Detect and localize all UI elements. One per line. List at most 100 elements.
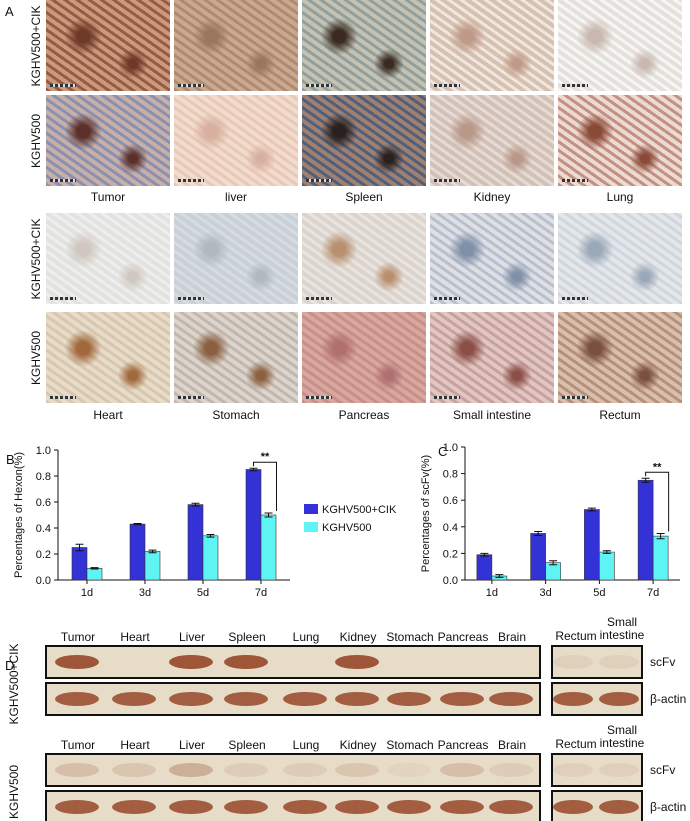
scale-bar xyxy=(562,297,588,300)
blot-band xyxy=(387,763,431,777)
row-label: KGHV500 xyxy=(7,764,21,820)
row-label: KGHV500+CIK xyxy=(29,217,43,300)
scale-bar xyxy=(562,84,588,87)
lane-label: Tumor xyxy=(60,630,96,644)
bar xyxy=(144,551,161,581)
y-tick-label: 0.8 xyxy=(36,471,51,483)
lane-label: Stomach xyxy=(386,630,434,644)
error-bar xyxy=(133,522,142,526)
blot-band xyxy=(283,655,327,669)
error-bar xyxy=(148,549,157,554)
blot-band xyxy=(553,800,593,814)
lane-label: Pancreas xyxy=(437,630,489,644)
blot-band xyxy=(112,763,156,777)
blot-band xyxy=(55,692,99,706)
blot-band xyxy=(440,692,484,706)
error-bar xyxy=(656,532,665,540)
lane-label: Rectum xyxy=(555,737,597,751)
blot-band xyxy=(489,800,533,814)
blot-band xyxy=(55,763,99,777)
bar xyxy=(652,535,669,581)
blot-strip xyxy=(551,753,643,787)
blot-band xyxy=(440,763,484,777)
blot-band xyxy=(169,763,213,777)
band-label: β-actin xyxy=(650,800,687,814)
y-axis-label: Percentages of scFv(%) xyxy=(420,455,432,572)
blot-strip xyxy=(551,682,643,716)
blot-band xyxy=(112,800,156,814)
blot-band xyxy=(283,692,327,706)
bar xyxy=(599,551,615,581)
y-tick-label: 0.2 xyxy=(36,549,51,561)
scale-bar xyxy=(306,84,332,87)
error-bar xyxy=(75,543,84,552)
tissue-label: liver xyxy=(224,190,248,204)
blot-strip xyxy=(551,790,643,821)
tissue-label: Lung xyxy=(606,190,634,204)
blot-strip xyxy=(45,645,541,679)
lane-label: Lung xyxy=(292,630,320,644)
blot-strip xyxy=(45,790,541,821)
micrograph xyxy=(430,213,554,304)
chart: 0.0 0.2 0.4 0.6 0.8 1.0 Percentages of scFv(%)… xyxy=(420,442,680,599)
legend-label: KGHV500+CIK xyxy=(322,504,397,516)
panel-label: C xyxy=(438,444,448,459)
blot-band xyxy=(599,763,639,777)
blot-band xyxy=(553,763,593,777)
bar xyxy=(86,568,103,581)
lane-label: Small intestine xyxy=(599,723,645,750)
tissue-label: Rectum xyxy=(599,408,641,422)
annotation: ** xyxy=(653,461,662,473)
bar xyxy=(476,554,493,581)
error-bar xyxy=(191,502,200,507)
scale-bar xyxy=(306,179,332,182)
scale-bar xyxy=(434,84,460,87)
panel-label: B xyxy=(6,452,15,467)
band-label: scFv xyxy=(650,655,676,669)
band-label: β-actin xyxy=(650,692,687,706)
tissue-label: Kidney xyxy=(473,190,511,204)
y-tick-label: 1.0 xyxy=(36,445,51,457)
legend-swatch xyxy=(304,504,318,514)
row-label: KGHV500+CIK xyxy=(7,643,21,725)
scale-bar xyxy=(306,297,332,300)
scale-bar xyxy=(50,297,76,300)
blot-band xyxy=(387,800,431,814)
blot-band xyxy=(224,692,268,706)
tissue-label: Spleen xyxy=(345,190,383,204)
blot-band xyxy=(440,800,484,814)
bar xyxy=(71,547,88,581)
x-tick-label: 1d xyxy=(81,587,93,599)
micrograph xyxy=(558,213,682,304)
micrograph xyxy=(46,0,170,91)
x-tick-label: 1d xyxy=(486,587,498,599)
x-tick-label: 5d xyxy=(197,587,209,599)
micrograph xyxy=(46,312,170,403)
micrograph xyxy=(558,312,682,403)
panel-label: A xyxy=(5,4,14,19)
x-tick-label: 3d xyxy=(139,587,151,599)
blot-band xyxy=(440,655,484,669)
micrograph xyxy=(46,95,170,186)
blot-band xyxy=(112,655,156,669)
y-tick-label: 0.8 xyxy=(443,469,458,481)
blot-band xyxy=(387,655,431,669)
scale-bar xyxy=(306,396,332,399)
chart: 0.0 0.2 0.4 0.6 0.8 1.0 Percentages of Hexon(%… xyxy=(13,445,290,599)
error-bar xyxy=(534,530,543,536)
blot-band xyxy=(335,763,379,777)
tissue-label: Small intestine xyxy=(452,408,532,422)
blot-band xyxy=(599,800,639,814)
bar xyxy=(245,469,262,581)
x-tick-label: 5d xyxy=(593,587,605,599)
y-tick-label: 0.6 xyxy=(36,497,51,509)
error-bar xyxy=(480,552,489,557)
y-axis-label: Percentages of Hexon(%) xyxy=(13,452,25,578)
micrograph xyxy=(430,0,554,91)
error-bar xyxy=(641,477,650,483)
x-tick-label: 7d xyxy=(255,587,267,599)
scale-bar xyxy=(178,179,204,182)
micrograph xyxy=(302,312,426,403)
blot-strip xyxy=(45,682,541,716)
blot-band xyxy=(283,763,327,777)
